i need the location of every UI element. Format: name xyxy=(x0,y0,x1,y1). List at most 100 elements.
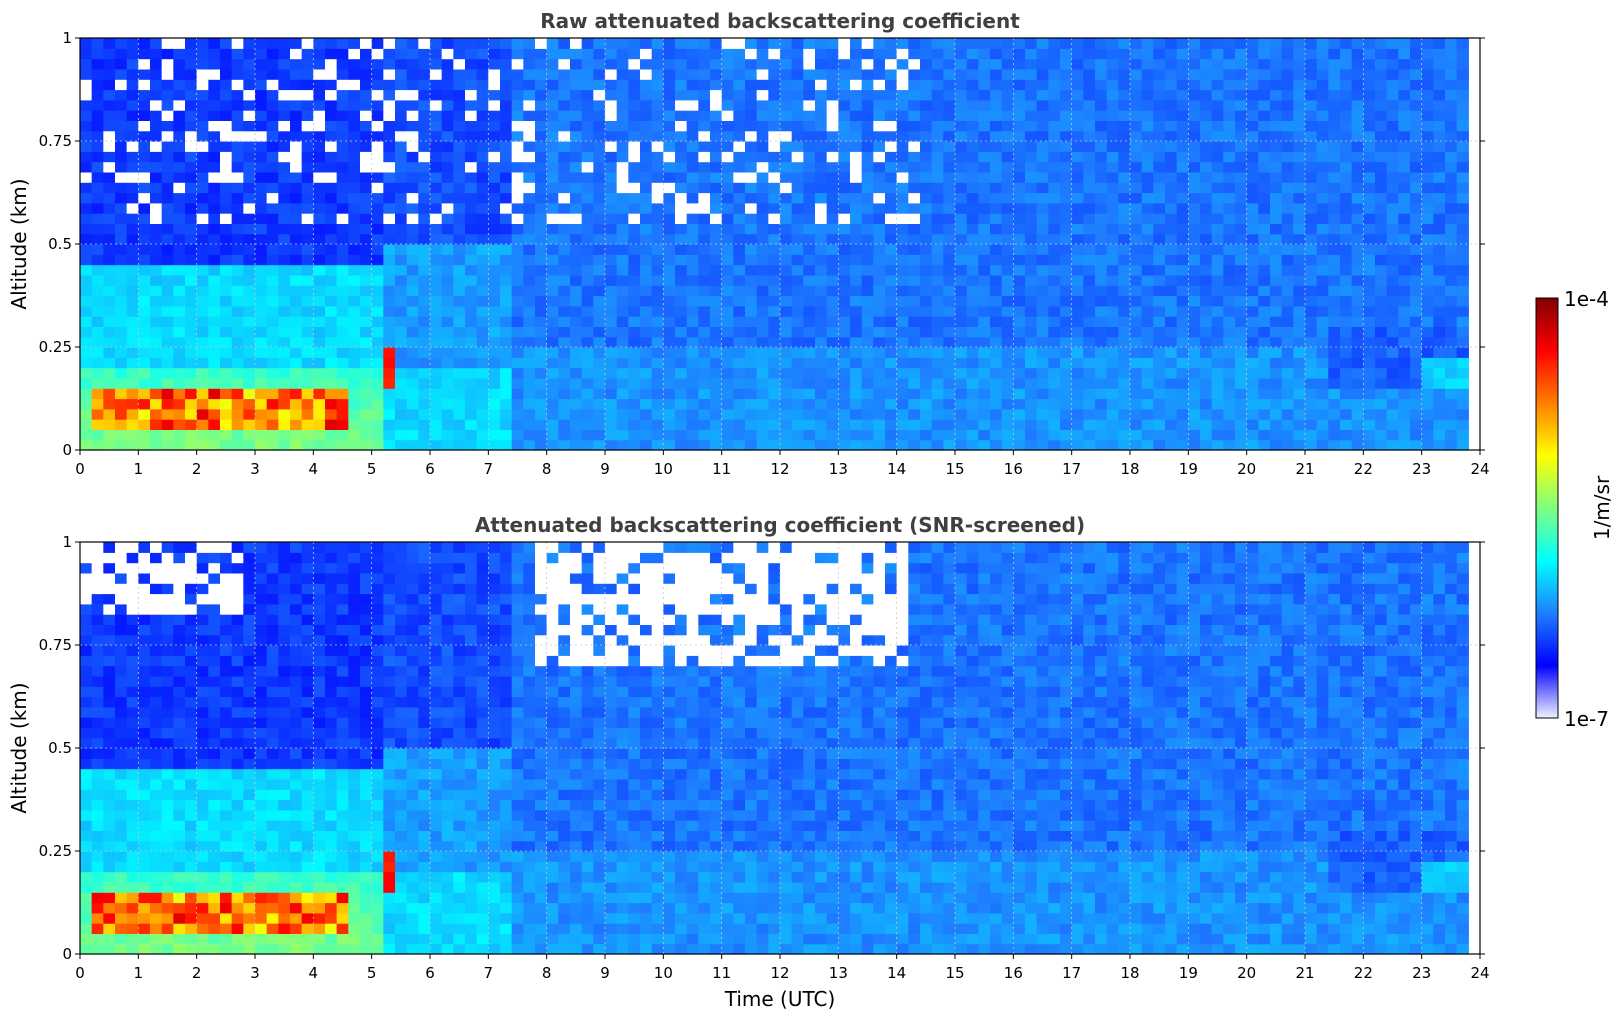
heatmap-cell xyxy=(255,336,268,348)
heatmap-cell xyxy=(1433,58,1446,70)
heatmap-cell xyxy=(931,357,944,369)
heatmap-cell xyxy=(756,429,769,441)
heatmap-cell xyxy=(628,99,641,111)
heatmap-cell xyxy=(1095,213,1108,224)
heatmap-cell xyxy=(500,419,513,430)
heatmap-cell xyxy=(1106,336,1119,348)
heatmap-cell xyxy=(418,68,431,80)
heatmap-cell xyxy=(966,182,979,194)
heatmap-cell xyxy=(978,223,991,235)
heatmap-cell xyxy=(80,655,93,667)
heatmap-cell xyxy=(453,295,466,307)
heatmap-cell xyxy=(301,336,314,348)
heatmap-cell xyxy=(756,398,769,410)
heatmap-cell xyxy=(1071,182,1084,194)
heatmap-cell xyxy=(546,38,559,49)
heatmap-cell xyxy=(920,336,933,348)
heatmap-cell xyxy=(453,347,466,358)
heatmap-cell xyxy=(1421,377,1434,389)
heatmap-cell xyxy=(698,408,711,420)
heatmap-cell xyxy=(1141,347,1154,358)
heatmap-cell xyxy=(1340,316,1353,327)
heatmap-cell xyxy=(126,439,139,451)
heatmap-cell xyxy=(1386,58,1399,70)
heatmap-cell xyxy=(418,233,431,245)
heatmap-cell xyxy=(780,264,793,276)
heatmap-cell xyxy=(1036,316,1049,327)
heatmap-cell xyxy=(138,48,151,60)
heatmap-cell xyxy=(535,274,548,286)
heatmap-cell xyxy=(500,48,513,60)
heatmap-cell xyxy=(1048,285,1061,297)
heatmap-cell xyxy=(91,943,104,955)
heatmap-cell xyxy=(943,213,956,224)
heatmap-cell xyxy=(1281,274,1294,286)
heatmap-cell xyxy=(91,768,104,780)
heatmap-cell xyxy=(850,89,863,101)
heatmap-cell xyxy=(1001,151,1014,163)
heatmap-cell xyxy=(955,316,968,327)
heatmap-cell xyxy=(126,295,139,307)
heatmap-cell xyxy=(966,110,979,121)
heatmap-cell xyxy=(1328,161,1341,173)
heatmap-cell xyxy=(1258,429,1271,441)
heatmap-cell xyxy=(103,388,116,400)
heatmap-cell xyxy=(1363,274,1376,286)
heatmap-cell xyxy=(756,274,769,286)
heatmap-cell xyxy=(266,171,279,183)
heatmap-cell xyxy=(1036,254,1049,266)
heatmap-cell xyxy=(885,408,898,420)
heatmap-cell xyxy=(686,48,699,60)
heatmap-cell xyxy=(371,295,384,307)
heatmap-cell xyxy=(1235,141,1248,152)
heatmap-cell xyxy=(1316,99,1329,111)
heatmap-cell xyxy=(1375,141,1388,152)
heatmap-cell xyxy=(1421,305,1434,317)
heatmap-cell xyxy=(1083,305,1096,317)
heatmap-cell xyxy=(1211,110,1224,121)
heatmap-cell xyxy=(1013,120,1026,132)
heatmap-cell xyxy=(861,347,874,358)
heatmap-cell xyxy=(1013,233,1026,245)
heatmap-cell xyxy=(535,233,548,245)
heatmap-cell xyxy=(103,285,116,297)
heatmap-cell xyxy=(441,274,454,286)
heatmap-cell xyxy=(1048,141,1061,152)
heatmap-cell xyxy=(103,675,116,687)
heatmap-cell xyxy=(1316,388,1329,400)
heatmap-cell xyxy=(1036,171,1049,183)
heatmap-cell xyxy=(850,202,863,214)
heatmap-cell xyxy=(243,326,256,338)
heatmap-cell xyxy=(301,223,314,235)
heatmap-cell xyxy=(628,326,641,338)
heatmap-cell xyxy=(546,120,559,132)
heatmap-cell xyxy=(1293,244,1306,255)
heatmap-cell xyxy=(1316,202,1329,214)
heatmap-cell xyxy=(1433,347,1446,358)
heatmap-cell xyxy=(861,110,874,121)
heatmap-cell xyxy=(1293,130,1306,142)
heatmap-cell xyxy=(465,305,478,317)
heatmap-cell xyxy=(1048,182,1061,194)
heatmap-cell xyxy=(196,48,209,60)
heatmap-cell xyxy=(1281,244,1294,255)
heatmap-cell xyxy=(161,305,174,317)
heatmap-cell xyxy=(115,68,128,80)
heatmap-cell xyxy=(768,388,781,400)
heatmap-cell xyxy=(290,274,303,286)
heatmap-cell xyxy=(931,110,944,121)
heatmap-cell xyxy=(173,285,186,297)
heatmap-cell xyxy=(745,110,758,121)
heatmap-cell xyxy=(1223,171,1236,183)
heatmap-cell xyxy=(150,151,163,163)
heatmap-cell xyxy=(103,68,116,80)
heatmap-cell xyxy=(1223,233,1236,245)
heatmap-cell xyxy=(943,48,956,60)
heatmap-cell xyxy=(1130,171,1143,183)
heatmap-cell xyxy=(1305,192,1318,204)
heatmap-cell xyxy=(1223,377,1236,389)
heatmap-cell xyxy=(978,274,991,286)
heatmap-cell xyxy=(838,213,851,224)
heatmap-cell xyxy=(1118,213,1131,224)
heatmap-cell xyxy=(1456,336,1469,348)
